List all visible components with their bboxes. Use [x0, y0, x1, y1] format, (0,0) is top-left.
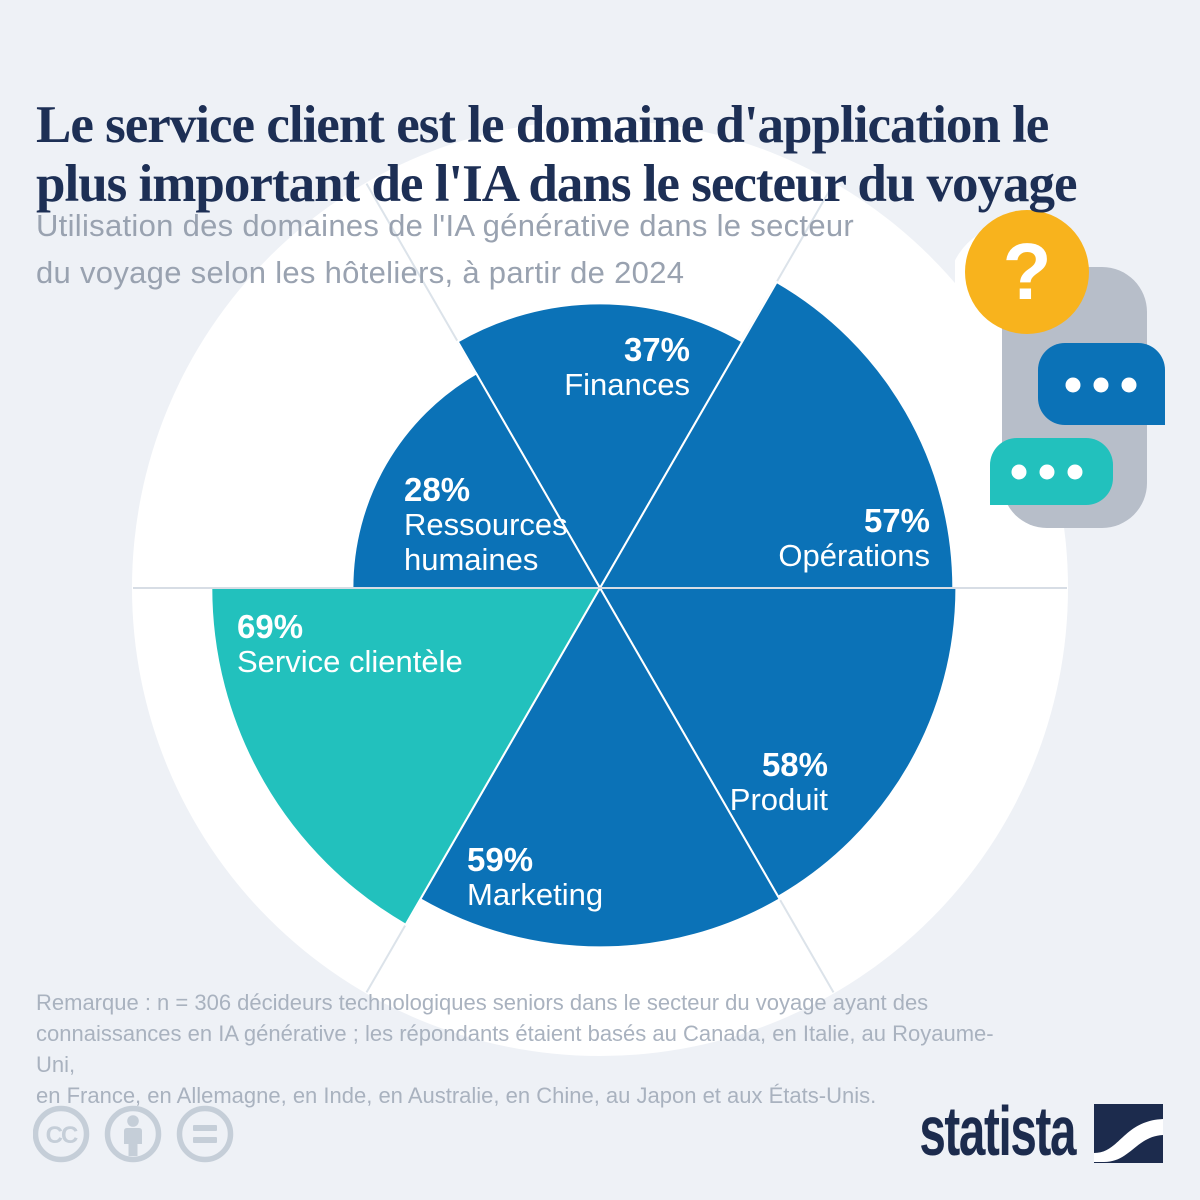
segment-label: 37% Finances [564, 332, 690, 402]
segment-value: 28% [404, 471, 471, 508]
svg-text:CC: CC [46, 1122, 78, 1149]
ellipsis-dot [1039, 464, 1055, 480]
question-badge [965, 210, 1089, 334]
segment-label: 58% Produit [730, 747, 828, 817]
ellipsis-dot [1121, 377, 1137, 393]
cc-nd-icon [176, 1105, 234, 1163]
page-title: Le service client est le domaine d'appli… [36, 95, 1078, 213]
segment-name: Service clientèle [237, 644, 463, 679]
segment-name: Produit [729, 782, 828, 817]
pie-segment [598, 587, 958, 899]
ellipsis-dot [1093, 377, 1109, 393]
segment-name: Marketing [467, 877, 604, 912]
question-mark-icon: ? [1003, 227, 1052, 316]
ellipsis-dot [1011, 464, 1027, 480]
pie-segment [351, 372, 602, 589]
cc-by-icon [104, 1105, 162, 1163]
statista-logo-text: statista [919, 1092, 1076, 1170]
pie-segment [418, 585, 782, 949]
segment-value: 37% [623, 331, 690, 368]
segment-name: Finances [564, 367, 690, 402]
segment-value: 58% [761, 746, 828, 783]
cc-icon: CC [33, 1105, 90, 1163]
cc-license-icons: CC [33, 1105, 234, 1163]
page-subtitle: Utilisation des domaines de l'IA générat… [36, 208, 855, 290]
segment-name: Opérations [778, 538, 930, 573]
segment-label: 59% Marketing [467, 842, 603, 912]
footnote: Remarque : n = 306 décideurs technologiq… [36, 990, 994, 1108]
ellipsis-dot [1067, 464, 1083, 480]
segment-value: 57% [863, 502, 930, 539]
pie-segment [456, 302, 744, 591]
segment-label: 28% Ressources humaines [404, 472, 634, 577]
segment-name: Ressources humaines [404, 507, 568, 577]
pie-segment [598, 280, 955, 589]
ellipsis-dot [1065, 377, 1081, 393]
segment-value: 69% [237, 608, 304, 645]
segment-label: 57% Opérations [778, 503, 930, 573]
pie-segment [210, 587, 602, 927]
help-chat-illustration: ? [955, 210, 1165, 528]
statista-logo-mark [1094, 1104, 1163, 1163]
segment-label: 69% Service clientèle [237, 609, 463, 679]
segment-value: 59% [467, 841, 534, 878]
